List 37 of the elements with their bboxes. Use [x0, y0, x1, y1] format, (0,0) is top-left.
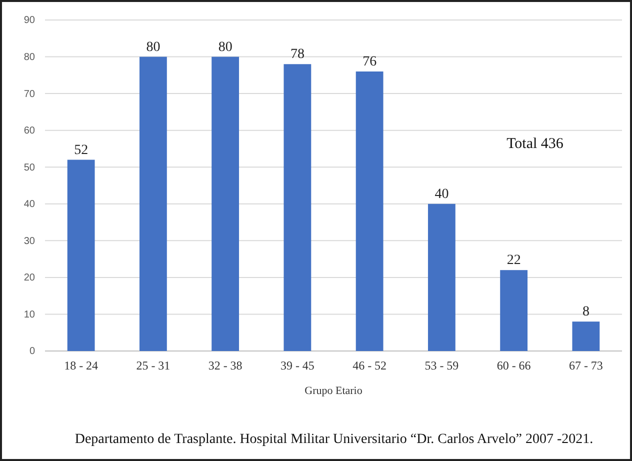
bar [572, 322, 600, 351]
bar [212, 56, 240, 351]
y-tick-label: 50 [24, 162, 36, 174]
data-label: 52 [74, 142, 88, 158]
bar [139, 56, 167, 351]
data-label: 22 [506, 253, 521, 268]
bar [356, 71, 384, 351]
x-tick-label: 32 - 38 [208, 358, 242, 373]
x-tick-label: 25 - 31 [136, 358, 170, 373]
data-label: 80 [146, 40, 160, 55]
x-tick-label: 53 - 59 [424, 358, 459, 373]
data-label: 40 [434, 186, 449, 202]
y-tick-label: 20 [24, 272, 36, 284]
y-tick-label: 60 [24, 126, 36, 137]
y-tick-label: 90 [24, 15, 36, 26]
text: Departamento de Trasplante. Hospital Militar Universitario “Dr. Carlos Arvelo” 2007 -2021. [74, 432, 594, 447]
bar [428, 204, 456, 351]
x-tick-label: 46 - 52 [352, 358, 387, 373]
data-label: 80 [218, 40, 232, 55]
y-tick-label: 80 [24, 52, 36, 63]
x-tick-label: 60 - 66 [496, 358, 531, 373]
data-label: 76 [362, 54, 377, 70]
x-tick-label: 67 - 73 [568, 358, 603, 373]
data-label: 78 [290, 47, 304, 62]
y-tick-label: 30 [24, 236, 36, 247]
annotation: Total 436 [506, 136, 564, 152]
y-tick-label: 10 [24, 309, 36, 320]
x-axis-title: Grupo Etario [304, 385, 363, 397]
bar [500, 270, 528, 351]
data-label: 8 [582, 304, 590, 320]
y-tick-label: 40 [24, 199, 36, 210]
bar [67, 160, 95, 351]
x-tick-label: 39 - 45 [280, 358, 314, 373]
x-tick-label: 18 - 24 [64, 358, 98, 373]
bar [284, 64, 312, 351]
y-tick-label: 70 [24, 88, 36, 100]
y-tick-label: 0 [29, 346, 36, 358]
